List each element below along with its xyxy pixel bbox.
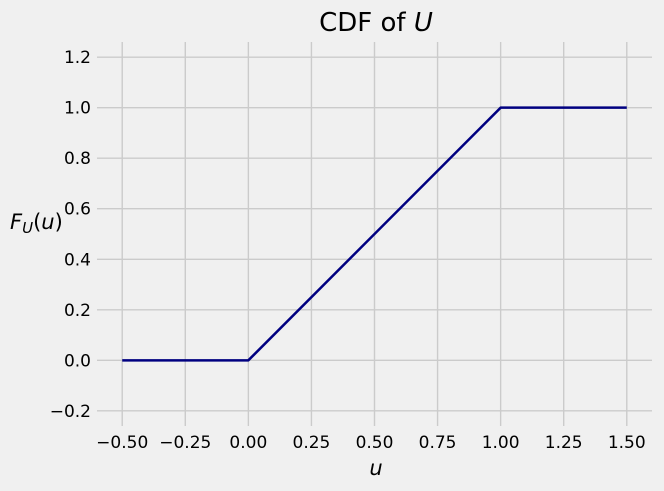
- y-axis-label-open: (: [33, 210, 41, 234]
- y-tick-label: 0.2: [64, 301, 91, 321]
- y-tick-label: −0.2: [50, 402, 91, 422]
- x-tick-label: 0.50: [356, 433, 394, 453]
- x-tick-label: −0.50: [96, 433, 148, 453]
- series-layer: [122, 106, 627, 362]
- x-tick-label: 0.00: [229, 433, 267, 453]
- y-tick-label: 0.4: [64, 250, 91, 270]
- x-tick-label: 1.50: [608, 433, 646, 453]
- chart-title-prefix: CDF of: [319, 8, 414, 38]
- x-tick-label: −0.25: [159, 433, 211, 453]
- x-tick-label: 1.25: [545, 433, 583, 453]
- cdf-series-line: [122, 106, 627, 362]
- x-tick-label: 0.25: [293, 433, 331, 453]
- y-tick-label: 1.0: [64, 99, 91, 119]
- chart-title-variable: U: [414, 8, 433, 38]
- y-tick-label: 0.0: [64, 351, 91, 371]
- y-tick-label: 0.6: [64, 200, 91, 220]
- chart-title: CDF of U: [319, 8, 433, 38]
- x-tick-label: 0.75: [419, 433, 457, 453]
- x-tick-label: 1.00: [482, 433, 520, 453]
- x-tick-labels: −0.50 −0.25 0.00 0.25 0.50 0.75 1.00 1.25 1.50: [96, 433, 646, 453]
- y-tick-label: 1.2: [64, 48, 91, 68]
- y-axis-label-main: F: [10, 210, 23, 234]
- y-axis-label-close: ): [55, 210, 63, 234]
- y-axis-label-arg: u: [41, 210, 54, 234]
- x-axis-label: u: [369, 456, 382, 480]
- y-axis-label-subscript: U: [22, 219, 33, 237]
- y-tick-label: 0.8: [64, 149, 91, 169]
- y-axis-label: FU(u): [10, 210, 63, 237]
- y-tick-labels: −0.2 0.0 0.2 0.4 0.6 0.8 1.0 1.2: [50, 48, 91, 422]
